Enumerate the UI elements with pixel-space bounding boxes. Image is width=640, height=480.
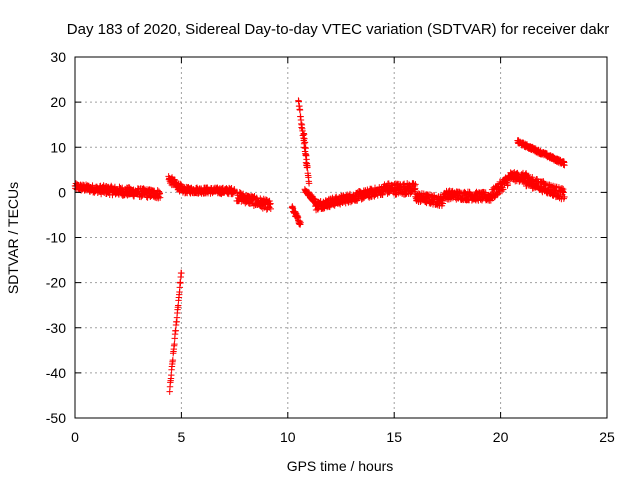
data-point	[558, 185, 566, 192]
data-point	[498, 187, 506, 195]
chart-title: Day 183 of 2020, Sidereal Day-to-day VTE…	[67, 21, 609, 38]
grid	[75, 57, 607, 418]
data-point	[400, 181, 407, 188]
data-point	[178, 269, 185, 277]
x-tick-label: 10	[280, 429, 296, 445]
data-point	[169, 356, 177, 364]
data-point	[439, 200, 447, 207]
data-point	[172, 327, 179, 334]
axis-ticks: 0 5 10 15 20 25 30 20 10 0 -10 -20 -30 -40 -50	[46, 49, 615, 445]
data-point	[177, 279, 184, 287]
data-point	[239, 190, 247, 197]
data-segment	[300, 130, 313, 187]
y-tick-label: 30	[50, 49, 66, 65]
data-segment	[178, 183, 238, 198]
y-tick-label: -10	[46, 230, 66, 246]
y-tick-label: 10	[50, 139, 66, 155]
x-tick-label: 0	[71, 429, 79, 445]
data-point	[156, 194, 164, 201]
data-point	[560, 189, 567, 196]
data-segment	[439, 187, 494, 204]
data-points	[71, 97, 568, 395]
data-segment	[233, 188, 274, 213]
data-point	[529, 174, 536, 181]
data-point	[493, 191, 501, 199]
data-point	[296, 106, 304, 114]
data-point	[561, 162, 568, 169]
data-segment	[288, 203, 304, 228]
data-segment	[71, 180, 104, 197]
data-point	[304, 163, 311, 171]
data-point	[504, 180, 512, 188]
x-axis-label: GPS time / hours	[287, 458, 394, 474]
y-axis-label: SDTVAR / TECUs	[5, 182, 21, 294]
data-segment	[380, 180, 419, 198]
data-segment	[514, 137, 568, 169]
data-point	[401, 191, 409, 198]
y-tick-label: 0	[58, 184, 66, 200]
y-tick-label: -20	[46, 275, 66, 291]
data-point	[355, 194, 362, 202]
y-tick-label: -40	[46, 365, 66, 381]
data-point	[305, 180, 313, 187]
data-segment	[301, 186, 319, 207]
data-point	[302, 145, 309, 152]
data-point	[266, 204, 273, 211]
y-tick-label: -30	[46, 320, 66, 336]
x-tick-label: 5	[178, 429, 186, 445]
data-segment	[412, 190, 447, 209]
data-point	[500, 186, 507, 193]
data-point	[267, 205, 274, 213]
data-segment	[166, 269, 185, 395]
data-point	[561, 193, 568, 201]
x-tick-label: 15	[386, 429, 402, 445]
data-point	[171, 340, 178, 348]
x-tick-label: 20	[493, 429, 509, 445]
data-segment	[97, 182, 164, 202]
data-point	[301, 139, 309, 146]
y-tick-label: -50	[46, 410, 66, 426]
y-tick-label: 20	[50, 94, 66, 110]
data-point	[412, 181, 419, 188]
data-segment	[312, 183, 387, 214]
x-tick-label: 25	[599, 429, 615, 445]
data-segment	[518, 172, 568, 203]
data-point	[297, 219, 304, 226]
